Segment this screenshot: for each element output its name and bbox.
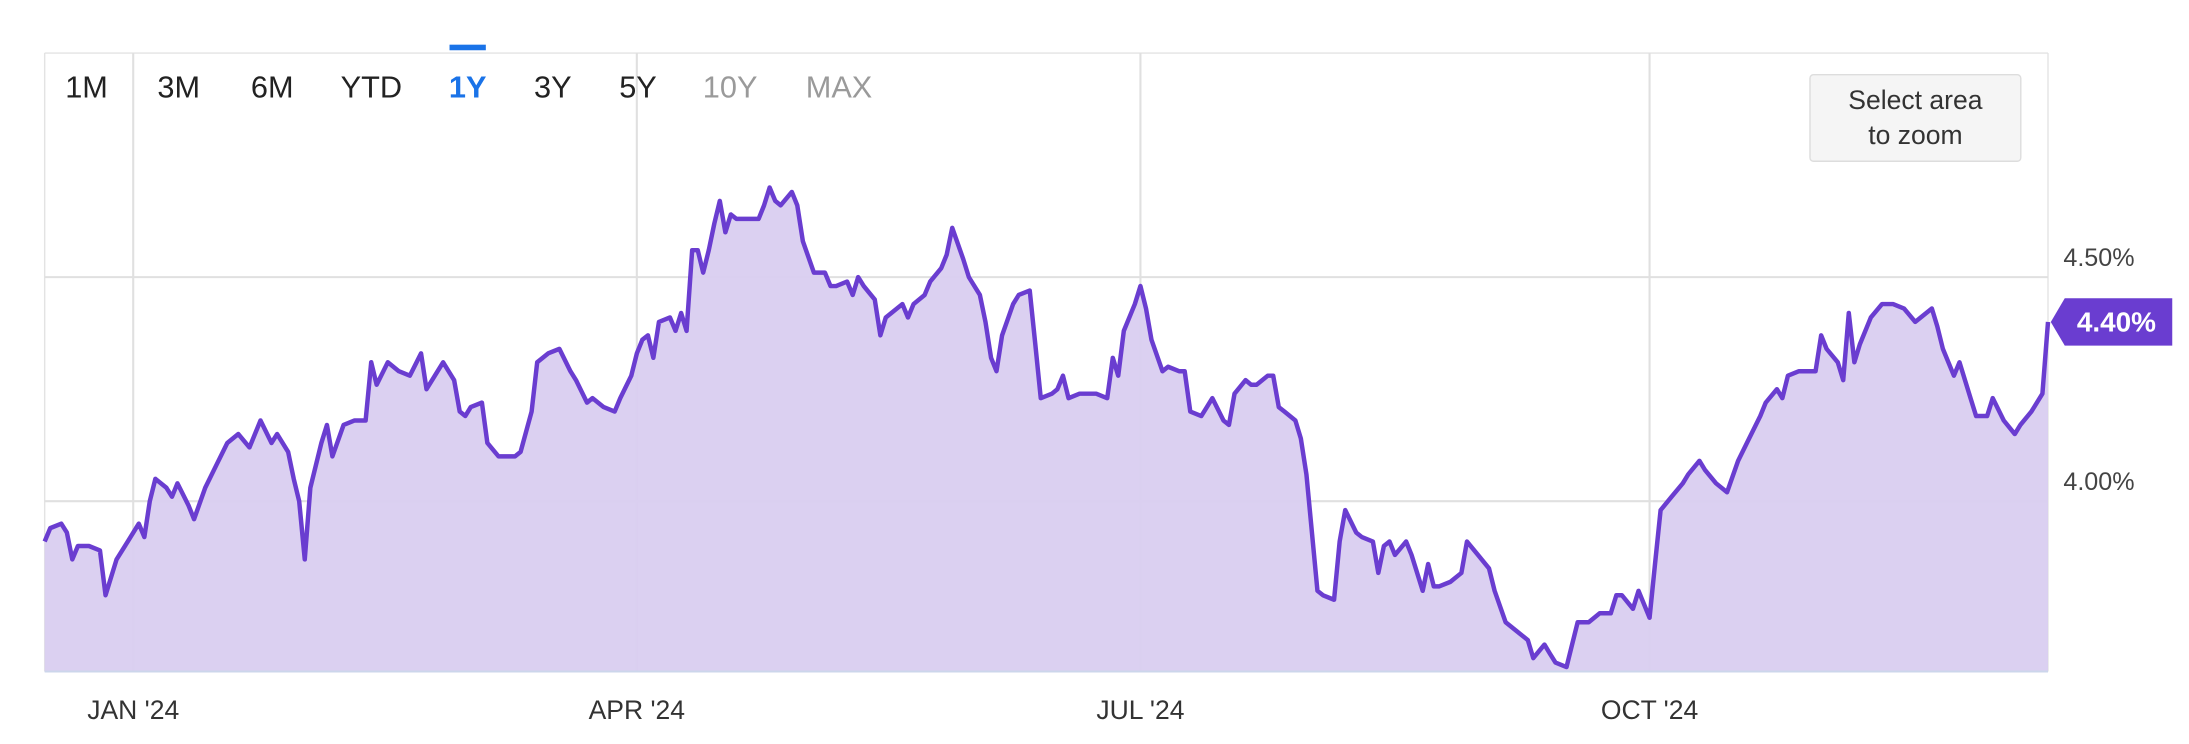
range-button[interactable]: YTD (340, 69, 403, 105)
current-value-badge (2050, 298, 2173, 346)
range-button[interactable]: 5Y (619, 69, 657, 105)
range-button[interactable]: 1Y (448, 69, 487, 105)
range-button: 10Y (702, 69, 758, 105)
range-button: MAX (805, 69, 873, 105)
x-tick-label: APR '24 (589, 695, 685, 725)
range-button[interactable]: 6M (250, 69, 294, 105)
area (44, 187, 2049, 672)
range-button[interactable]: 3Y (534, 69, 572, 105)
y-tick-label: 4.50% (2063, 244, 2134, 272)
current-value-label: 4.40% (2077, 307, 2156, 338)
x-tick-label: OCT '24 (1601, 695, 1698, 725)
x-tick-label: JAN '24 (87, 695, 179, 725)
active-indicator (449, 44, 486, 51)
range-button[interactable]: 3M (157, 69, 201, 105)
x-tick-label: JUL '24 (1096, 695, 1184, 725)
y-tick-label: 4.00% (2063, 468, 2134, 496)
zoom-button[interactable]: Select area to zoom (1809, 73, 2022, 162)
range-button[interactable]: 1M (65, 69, 108, 105)
line (42, 185, 2051, 670)
